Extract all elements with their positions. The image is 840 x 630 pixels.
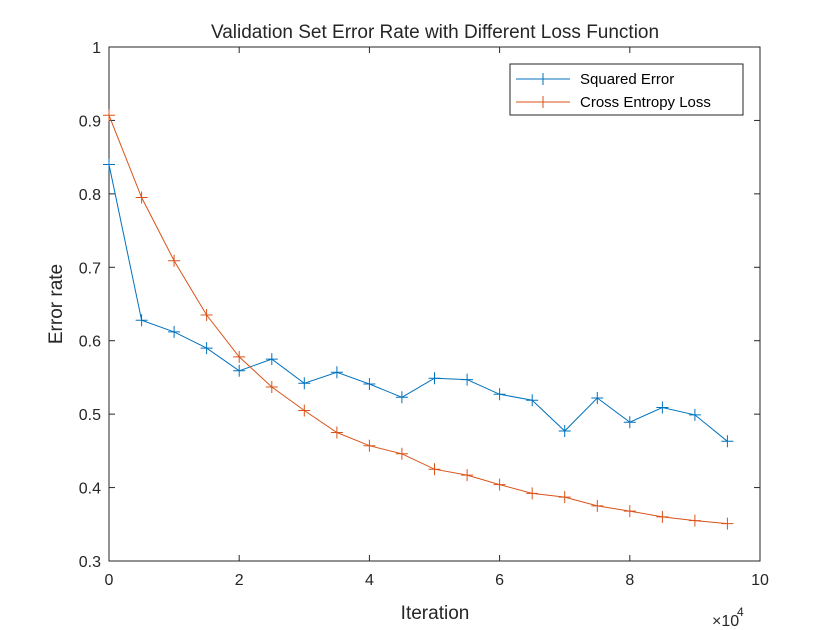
legend-swatch-marker bbox=[537, 73, 549, 85]
data-point-marker bbox=[656, 401, 669, 414]
data-point-marker bbox=[265, 353, 278, 366]
x-tick-label: 2 bbox=[235, 572, 244, 589]
data-point-marker bbox=[623, 416, 636, 429]
data-point-marker bbox=[461, 373, 474, 386]
x-tick-label: 4 bbox=[365, 572, 374, 589]
data-point-marker bbox=[493, 388, 506, 401]
x-axis-multiplier: ×10 4 bbox=[712, 605, 744, 630]
data-point-marker bbox=[363, 378, 376, 390]
plot-area: 0 2 4 6 8 10 0.3 0.4 0.5 0.6 0.7 0.8 0.9 1 bbox=[79, 40, 769, 589]
data-point-marker bbox=[265, 381, 278, 393]
data-point-marker bbox=[591, 392, 604, 404]
data-point-marker bbox=[135, 191, 148, 204]
x-tick-label: 6 bbox=[495, 572, 504, 589]
data-point-marker bbox=[461, 469, 474, 482]
data-point-marker bbox=[233, 350, 246, 363]
data-point-marker bbox=[558, 425, 571, 437]
legend-entry-label: Cross Entropy Loss bbox=[580, 94, 711, 111]
y-tick-label: 0.7 bbox=[79, 260, 101, 277]
y-tick-label: 0.6 bbox=[79, 334, 101, 351]
data-point-marker bbox=[298, 404, 311, 417]
data-point-marker bbox=[428, 463, 441, 476]
data-point-marker bbox=[200, 309, 213, 321]
legend-box bbox=[509, 63, 744, 116]
data-point-marker bbox=[103, 158, 115, 171]
chart-title: Validation Set Error Rate with Different… bbox=[211, 22, 659, 43]
data-point-marker bbox=[200, 342, 213, 355]
legend-entry-label: Squared Error bbox=[580, 71, 674, 88]
series-line-2 bbox=[108, 115, 728, 525]
data-point-marker bbox=[721, 517, 734, 530]
series-line-1 bbox=[108, 164, 728, 442]
data-point-marker bbox=[395, 391, 408, 404]
legend: Squared Error Cross Entropy Loss bbox=[509, 63, 744, 116]
data-point-marker bbox=[688, 408, 701, 421]
data-point-marker bbox=[623, 505, 636, 518]
data-point-marker bbox=[591, 499, 604, 512]
x-tick-label: 10 bbox=[751, 572, 769, 589]
data-point-marker bbox=[493, 478, 506, 491]
data-point-marker bbox=[168, 254, 181, 267]
data-point-marker bbox=[103, 109, 115, 122]
axes-box bbox=[108, 46, 761, 562]
data-point-marker bbox=[363, 439, 376, 452]
data-point-marker bbox=[558, 491, 571, 504]
data-point-marker bbox=[298, 377, 311, 390]
data-point-marker bbox=[330, 366, 343, 379]
x-tick-label: 8 bbox=[625, 572, 634, 589]
data-point-marker bbox=[330, 426, 343, 439]
x-tick-label: 0 bbox=[105, 572, 114, 589]
y-tick-label: 0.4 bbox=[79, 481, 101, 498]
x-multiplier-exponent: 4 bbox=[737, 605, 744, 619]
y-tick-label: 0.3 bbox=[79, 554, 101, 571]
data-point-marker bbox=[526, 487, 539, 500]
data-point-marker bbox=[233, 364, 246, 377]
x-multiplier-base: ×10 bbox=[712, 613, 739, 630]
y-tick-label: 0.9 bbox=[79, 113, 101, 130]
y-tick-label: 0.5 bbox=[79, 407, 101, 424]
x-axis-label: Iteration bbox=[401, 603, 470, 624]
y-axis-label: Error rate bbox=[46, 264, 67, 344]
data-point-marker bbox=[395, 447, 408, 460]
data-point-marker bbox=[688, 514, 701, 527]
data-point-marker bbox=[428, 372, 441, 385]
y-tick-label: 0.8 bbox=[79, 187, 101, 204]
data-point-marker bbox=[168, 325, 181, 338]
data-point-marker bbox=[656, 510, 669, 523]
data-point-marker bbox=[135, 314, 148, 327]
legend-swatch-marker bbox=[537, 96, 549, 108]
data-point-marker bbox=[721, 435, 734, 448]
y-tick-label: 1 bbox=[92, 40, 101, 57]
data-point-marker bbox=[526, 394, 539, 407]
